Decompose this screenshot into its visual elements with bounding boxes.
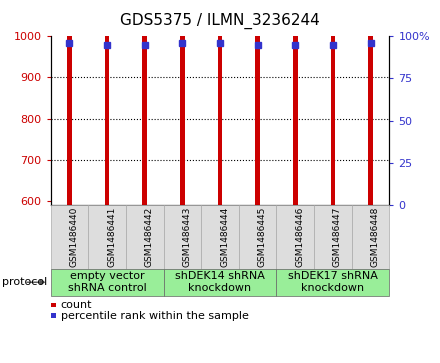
Text: empty vector
shRNA control: empty vector shRNA control [68, 272, 147, 293]
Text: GSM1486445: GSM1486445 [258, 207, 267, 267]
Text: shDEK14 shRNA
knockdown: shDEK14 shRNA knockdown [175, 272, 265, 293]
Text: GSM1486448: GSM1486448 [370, 207, 380, 267]
Bar [368, 0, 373, 205]
Text: GSM1486442: GSM1486442 [145, 207, 154, 267]
Bar [180, 0, 185, 205]
Text: GSM1486444: GSM1486444 [220, 207, 229, 267]
Text: GSM1486440: GSM1486440 [70, 207, 78, 267]
Text: protocol: protocol [2, 277, 48, 287]
Bar [143, 0, 147, 205]
Text: percentile rank within the sample: percentile rank within the sample [61, 311, 249, 321]
Text: GDS5375 / ILMN_3236244: GDS5375 / ILMN_3236244 [120, 13, 320, 29]
Bar [218, 0, 222, 205]
Bar [255, 0, 260, 205]
Text: GSM1486447: GSM1486447 [333, 207, 342, 267]
Text: GSM1486443: GSM1486443 [182, 207, 191, 267]
Text: GSM1486446: GSM1486446 [295, 207, 304, 267]
Text: shDEK17 shRNA
knockdown: shDEK17 shRNA knockdown [288, 272, 378, 293]
Text: GSM1486441: GSM1486441 [107, 207, 116, 267]
Bar [293, 0, 297, 205]
Text: count: count [61, 300, 92, 310]
Bar [105, 0, 109, 205]
Bar [331, 0, 335, 205]
Bar [67, 0, 72, 205]
